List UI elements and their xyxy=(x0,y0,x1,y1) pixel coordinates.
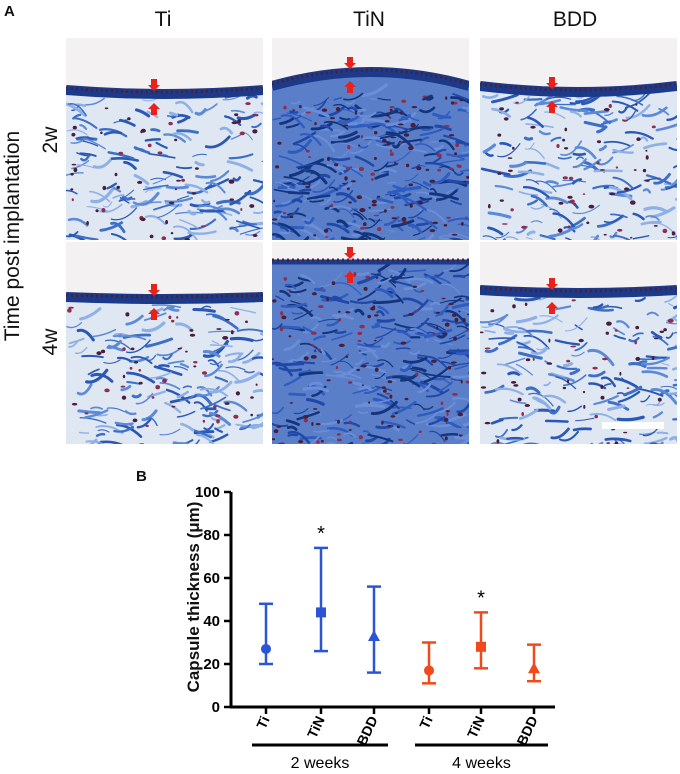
tissue-section-drawing xyxy=(272,38,469,240)
tissue-section-drawing xyxy=(66,38,263,240)
up-arrow-icon xyxy=(344,271,356,283)
panel-b-label: B xyxy=(136,468,147,485)
down-arrow-icon xyxy=(148,79,160,91)
scale-bar xyxy=(602,422,664,429)
down-arrow-icon xyxy=(344,57,356,69)
y-tick-label: 0 xyxy=(212,699,220,716)
x-tick-label: Ti xyxy=(416,714,436,732)
data-point-circle xyxy=(424,665,434,676)
x-tick-label: BDD xyxy=(353,714,380,748)
up-arrow-icon xyxy=(148,308,160,320)
histology-image-bdd-4w xyxy=(480,242,677,444)
column-header-tin: TiN xyxy=(353,8,385,31)
y-tick-label: 60 xyxy=(203,570,220,587)
row-header-2w: 2w xyxy=(39,126,62,154)
histology-image-ti-2w xyxy=(66,38,263,240)
significance-marker: * xyxy=(317,523,325,545)
significance-marker: * xyxy=(477,587,485,609)
tissue-section-drawing xyxy=(272,242,469,444)
group-label: 2 weeks xyxy=(291,755,350,770)
histology-image-tin-2w xyxy=(272,38,469,240)
histology-image-tin-4w xyxy=(272,242,469,444)
histology-image-ti-4w xyxy=(66,242,263,444)
y-tick-label: 80 xyxy=(203,527,220,544)
x-tick-label: BDD xyxy=(513,714,540,748)
up-arrow-icon xyxy=(546,302,558,314)
data-point-triangle xyxy=(368,630,380,642)
x-tick-label: Ti xyxy=(253,714,273,732)
panel-a-label: A xyxy=(4,3,15,20)
y-tick-label: 20 xyxy=(203,656,220,673)
x-tick-label: TiN xyxy=(304,714,328,741)
down-arrow-icon xyxy=(148,284,160,296)
data-point-square xyxy=(316,607,326,618)
time-post-implantation-label: Time post implantation xyxy=(1,130,24,342)
data-point-square xyxy=(476,641,486,652)
up-arrow-icon xyxy=(546,101,558,113)
column-header-bdd: BDD xyxy=(552,8,598,31)
up-arrow-icon xyxy=(344,81,356,93)
group-label: 4 weeks xyxy=(452,755,511,770)
down-arrow-icon xyxy=(546,278,558,290)
x-tick-label: TiN xyxy=(464,714,488,741)
tissue-section-drawing xyxy=(66,242,263,444)
y-tick-label: 100 xyxy=(195,484,220,501)
tissue-section-drawing xyxy=(480,38,677,240)
down-arrow-icon xyxy=(546,77,558,89)
row-header-4w: 4w xyxy=(39,328,62,356)
column-header-ti: Ti xyxy=(154,8,172,31)
data-point-circle xyxy=(261,643,271,654)
y-tick-label: 40 xyxy=(203,613,220,630)
histology-image-bdd-2w xyxy=(480,38,677,240)
up-arrow-icon xyxy=(148,103,160,115)
down-arrow-icon xyxy=(344,247,356,259)
data-point-triangle xyxy=(528,662,540,674)
tissue-section-drawing xyxy=(480,242,677,444)
